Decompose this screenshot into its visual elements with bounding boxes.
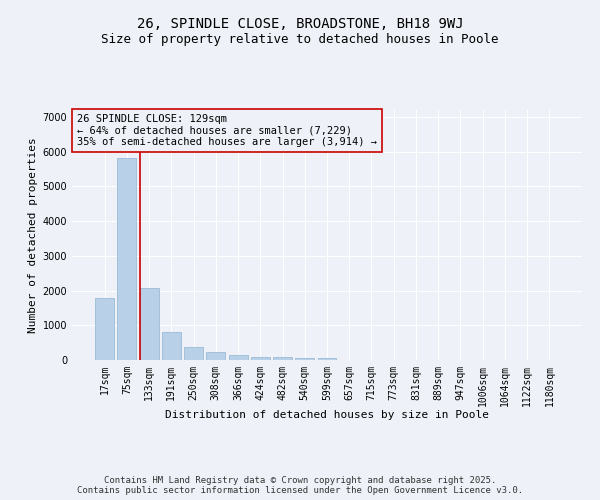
Y-axis label: Number of detached properties: Number of detached properties xyxy=(28,137,38,333)
Bar xyxy=(162,332,181,360)
Bar xyxy=(295,358,314,360)
Text: 26 SPINDLE CLOSE: 129sqm
← 64% of detached houses are smaller (7,229)
35% of sem: 26 SPINDLE CLOSE: 129sqm ← 64% of detach… xyxy=(77,114,377,147)
Bar xyxy=(317,358,337,360)
Bar xyxy=(95,298,114,360)
X-axis label: Distribution of detached houses by size in Poole: Distribution of detached houses by size … xyxy=(165,410,489,420)
Bar xyxy=(184,347,203,360)
Bar xyxy=(140,288,158,360)
Bar xyxy=(251,356,270,360)
Text: Size of property relative to detached houses in Poole: Size of property relative to detached ho… xyxy=(101,32,499,46)
Text: Contains HM Land Registry data © Crown copyright and database right 2025.
Contai: Contains HM Land Registry data © Crown c… xyxy=(77,476,523,495)
Bar xyxy=(118,158,136,360)
Text: 26, SPINDLE CLOSE, BROADSTONE, BH18 9WJ: 26, SPINDLE CLOSE, BROADSTONE, BH18 9WJ xyxy=(137,18,463,32)
Bar xyxy=(206,352,225,360)
Bar xyxy=(229,356,248,360)
Bar xyxy=(273,358,292,360)
